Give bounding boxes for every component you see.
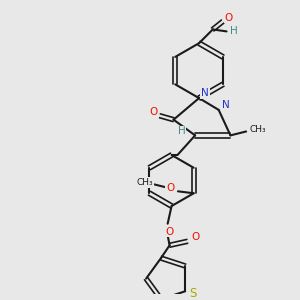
Text: CH₃: CH₃ — [250, 125, 266, 134]
Text: O: O — [191, 232, 199, 242]
Text: H: H — [178, 127, 185, 136]
Text: N: N — [222, 100, 230, 110]
Text: O: O — [166, 226, 174, 236]
Text: O: O — [166, 183, 174, 194]
Text: N: N — [201, 88, 209, 98]
Text: H: H — [230, 26, 238, 36]
Text: S: S — [189, 287, 197, 300]
Text: CH₃: CH₃ — [136, 178, 153, 187]
Text: O: O — [150, 107, 158, 117]
Text: O: O — [224, 13, 232, 23]
